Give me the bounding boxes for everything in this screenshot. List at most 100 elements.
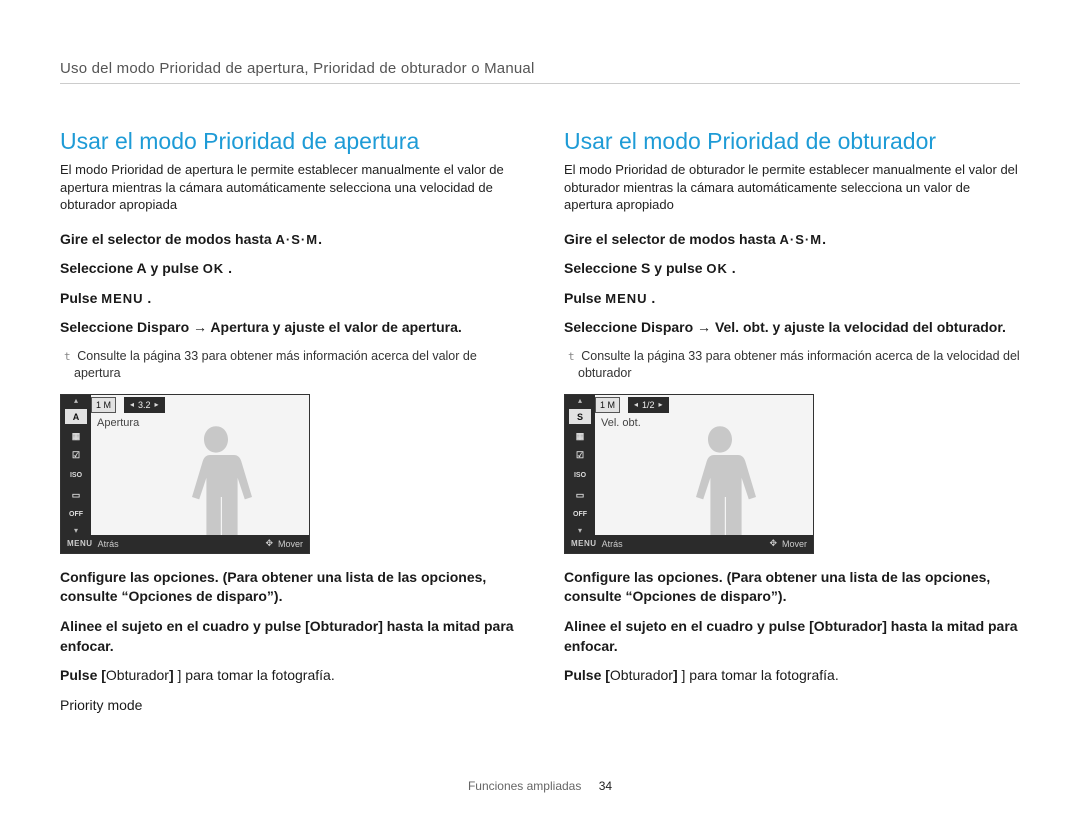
mode-indicator: A: [65, 409, 87, 425]
shutter-priority-section: Usar el modo Prioridad de obturador El m…: [564, 128, 1020, 725]
triangle-right-icon: ▸: [659, 400, 663, 409]
value-text: 3.2: [138, 400, 151, 410]
subject-silhouette: [156, 419, 276, 539]
sidebar-icon: ▦: [65, 428, 87, 444]
step-text: ] para tomar la fotografía.: [178, 667, 335, 683]
aperture-value: ◂ 3.2 ▸: [124, 397, 165, 413]
size-tag: 1 M: [91, 397, 116, 413]
lcd-screen: ▴ S ▦ ☑ ISO ▭ OFF ▾ 1 M ◂ 1/2: [564, 394, 814, 554]
step-text: Configure las opciones. (Para obtener un…: [564, 569, 990, 605]
lcd-screen: ▴ A ▦ ☑ ISO ▭ OFF ▾ 1 M ◂ 3.2: [60, 394, 310, 554]
lcd-bottom-bar: MENU Atrás ✥ Mover: [565, 535, 813, 553]
back-label: Atrás: [602, 539, 623, 549]
step-text: Alinee el sujeto en el cuadro y pulse [: [60, 618, 310, 634]
asm-icon: A·S·M: [780, 232, 823, 247]
asm-icon: A·S·M: [276, 232, 319, 247]
ok-icon: OK: [203, 261, 225, 276]
step-6: Alinee el sujeto en el cuadro y pulse [O…: [60, 617, 516, 656]
footnote: Consulte la página 33 para obtener más i…: [74, 348, 516, 382]
lcd-topbar: 1 M ◂ 3.2 ▸: [91, 397, 303, 413]
lcd-illustration: ▴ S ▦ ☑ ISO ▭ OFF ▾ 1 M ◂ 1/2: [564, 394, 1020, 554]
sidebar-icon: ISO: [65, 468, 87, 484]
setting-label: Apertura: [97, 417, 139, 429]
shutter-label: Obturador: [106, 667, 169, 683]
sidebar-icon: ▭: [65, 487, 87, 503]
back-label: Atrás: [98, 539, 119, 549]
lcd-topbar: 1 M ◂ 1/2 ▸: [595, 397, 807, 413]
shutter-label: Obturador: [814, 618, 882, 634]
step-4: Seleccione Disparo → Vel. obt. y ajuste …: [564, 318, 1020, 338]
step-text: Configure las opciones. (Para obtener un…: [60, 569, 486, 605]
page-header: Uso del modo Prioridad de apertura, Prio…: [60, 60, 1020, 84]
step-text: Pulse: [60, 290, 101, 306]
section-title: Usar el modo Prioridad de obturador: [564, 128, 1020, 155]
ok-icon: OK: [706, 261, 728, 276]
sidebar-icon: ▭: [569, 487, 591, 503]
lcd-illustration: ▴ A ▦ ☑ ISO ▭ OFF ▾ 1 M ◂ 3.2: [60, 394, 516, 554]
value-text: 1/2: [642, 400, 655, 410]
chevron-down-icon: ▾: [74, 527, 78, 535]
chevron-down-icon: ▾: [578, 527, 582, 535]
step-text: Seleccione: [564, 260, 641, 276]
step-text: Pulse: [564, 290, 605, 306]
step-4: Seleccione Disparo → Apertura y ajuste e…: [60, 318, 516, 338]
footer-section-name: Funciones ampliadas: [468, 779, 581, 793]
mode-indicator: S: [569, 409, 591, 425]
sidebar-icon: OFF: [569, 507, 591, 523]
step-7: Pulse [Obturador] ] para tomar la fotogr…: [564, 666, 1020, 686]
step-2: Seleccione A y pulse OK .: [60, 259, 516, 279]
footnote: Consulte la página 33 para obtener más i…: [578, 348, 1020, 382]
step-text: ] para tomar la fotografía.: [682, 667, 839, 683]
setting-label: Vel. obt.: [601, 417, 641, 429]
step-text: Gire el selector de modos hasta: [564, 231, 780, 247]
step-5: Configure las opciones. (Para obtener un…: [564, 568, 1020, 607]
step-text: Seleccione: [60, 260, 137, 276]
page-footer: Funciones ampliadas 34: [0, 779, 1080, 793]
step-text: y pulse: [654, 260, 706, 276]
triangle-right-icon: ▸: [155, 400, 159, 409]
size-tag: 1 M: [595, 397, 620, 413]
shutter-label: Obturador: [310, 618, 378, 634]
step-7: Pulse [Obturador] ] para tomar la fotogr…: [60, 666, 516, 686]
extra-text: Priority mode: [60, 696, 516, 716]
step-1: Gire el selector de modos hasta A·S·M.: [564, 230, 1020, 250]
mode-letter-icon: A: [137, 260, 147, 276]
step-text: Alinee el sujeto en el cuadro y pulse [: [564, 618, 814, 634]
mode-letter-icon: S: [641, 260, 650, 276]
two-column-layout: Usar el modo Prioridad de apertura El mo…: [60, 128, 1020, 725]
section-intro: El modo Prioridad de apertura le permite…: [60, 161, 516, 214]
step-3: Pulse MENU .: [60, 289, 516, 309]
lcd-sidebar: ▴ S ▦ ☑ ISO ▭ OFF ▾: [565, 395, 595, 535]
move-label: Mover: [782, 539, 807, 549]
step-text: y pulse: [151, 260, 203, 276]
shutter-value: ◂ 1/2 ▸: [628, 397, 669, 413]
chevron-up-icon: ▴: [578, 397, 582, 405]
dpad-icon: ✥: [769, 538, 777, 549]
step-text: Gire el selector de modos hasta: [60, 231, 276, 247]
move-label: Mover: [278, 539, 303, 549]
manual-page: Uso del modo Prioridad de apertura, Prio…: [0, 0, 1080, 815]
step-text: Seleccione Disparo → Vel. obt. y ajuste …: [564, 319, 1006, 335]
lcd-bottom-bar: MENU Atrás ✥ Mover: [61, 535, 309, 553]
triangle-left-icon: ◂: [634, 400, 638, 409]
menu-icon: MENU: [605, 291, 647, 306]
lcd-sidebar: ▴ A ▦ ☑ ISO ▭ OFF ▾: [61, 395, 91, 535]
step-5: Configure las opciones. (Para obtener un…: [60, 568, 516, 607]
step-3: Pulse MENU .: [564, 289, 1020, 309]
sidebar-icon: ☑: [65, 448, 87, 464]
shutter-label: Obturador: [610, 667, 673, 683]
menu-icon: MENU: [67, 539, 93, 548]
step-text: Seleccione Disparo → Apertura y ajuste e…: [60, 319, 462, 335]
section-title: Usar el modo Prioridad de apertura: [60, 128, 516, 155]
step-6: Alinee el sujeto en el cuadro y pulse [O…: [564, 617, 1020, 656]
triangle-left-icon: ◂: [130, 400, 134, 409]
subject-silhouette: [660, 419, 780, 539]
step-1: Gire el selector de modos hasta A·S·M.: [60, 230, 516, 250]
sidebar-icon: ☑: [569, 448, 591, 464]
menu-icon: MENU: [101, 291, 143, 306]
menu-icon: MENU: [571, 539, 597, 548]
dpad-icon: ✥: [265, 538, 273, 549]
section-intro: El modo Prioridad de obturador le permit…: [564, 161, 1020, 214]
step-text: Pulse [: [564, 667, 610, 683]
step-2: Seleccione S y pulse OK .: [564, 259, 1020, 279]
